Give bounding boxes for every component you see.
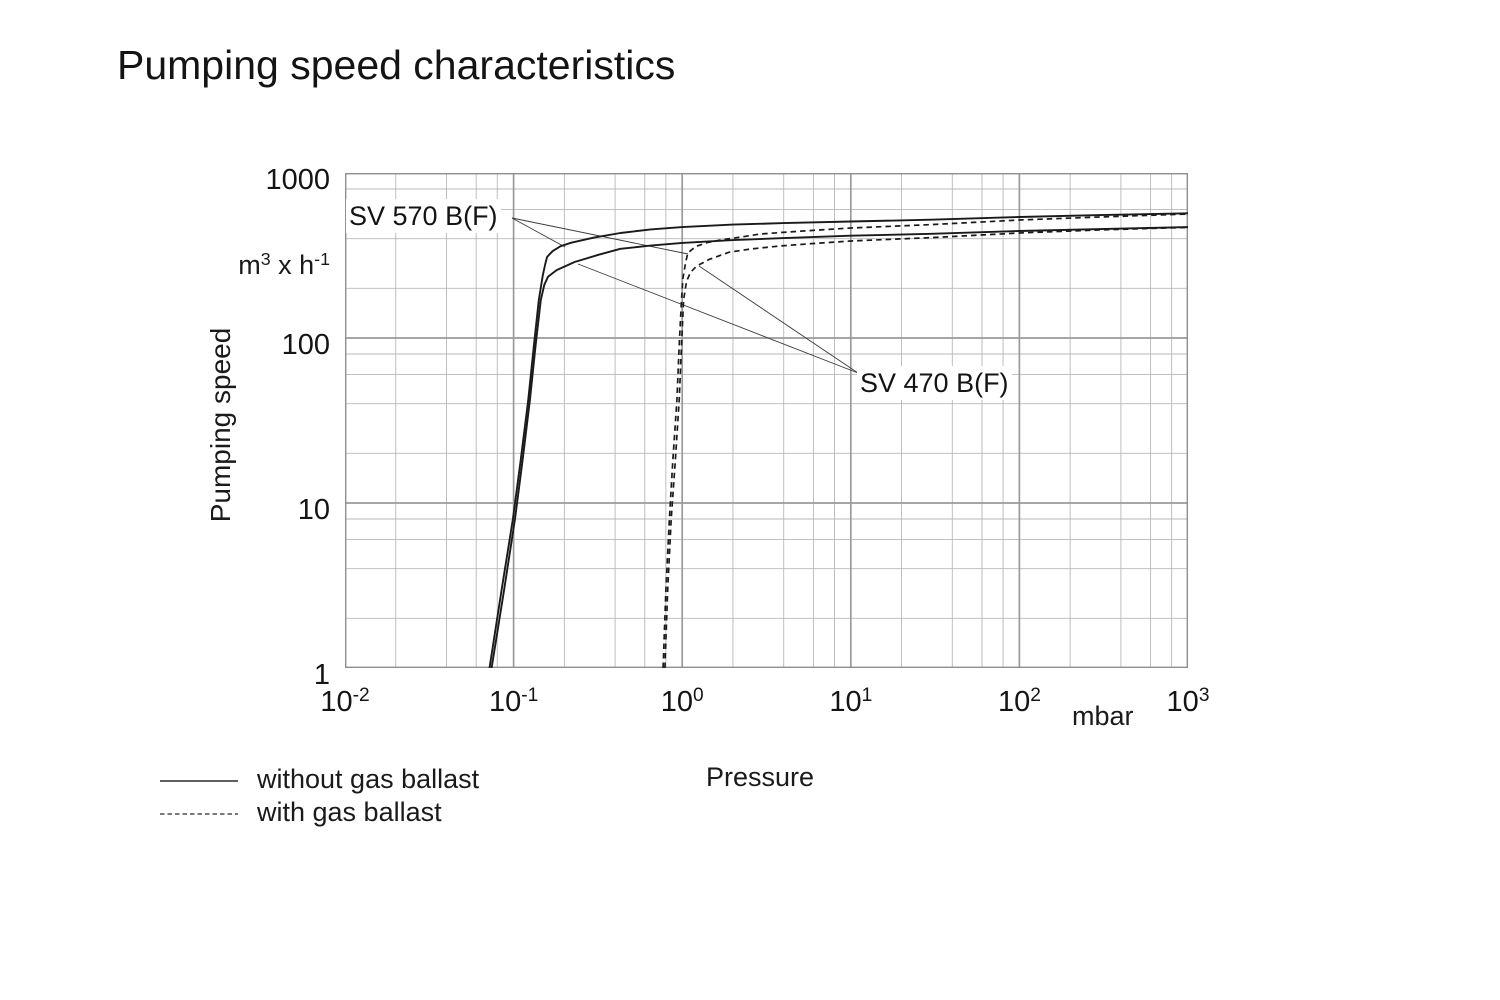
curve-sv-570-b-f--with-gas-ballast [662,213,1188,668]
leader-line-sv570 [511,217,566,248]
y-tick-1: 1 [313,659,330,691]
leader-line-sv470 [698,265,859,374]
y-tick-100: 100 [281,329,330,361]
legend: without gas ballast with gas ballast [160,763,479,829]
x-tick-10e0: 100 [660,685,704,718]
x-tick-10e3: 103 [1166,685,1210,718]
y-tick-10: 10 [297,494,330,526]
x-tick-10e1: 101 [829,685,873,718]
curve-sv-470-b-f--without-gas-ballast [490,226,1188,668]
legend-solid-line-sample [160,771,238,789]
x-tick-10e-1: 10-1 [488,685,539,718]
y-tick-1000: 1000 [265,164,330,196]
curve-sv-570-b-f--without-gas-ballast [488,212,1188,668]
chart-title: Pumping speed characteristics [117,42,676,88]
chart-plot [345,173,1188,668]
leader-line-sv470 [577,263,859,374]
legend-label: without gas ballast [257,764,480,794]
legend-label: with gas ballast [257,797,442,827]
x-axis-unit: mbar [1072,701,1134,731]
legend-item-with-gas-ballast: with gas ballast [160,796,479,829]
curve-sv-470-b-f--with-gas-ballast [664,226,1188,668]
x-tick-10e-2: 10-2 [320,685,370,718]
legend-item-without-gas-ballast: without gas ballast [160,763,479,796]
plot-border [345,173,1188,668]
x-axis-label: Pressure [706,762,815,792]
chart-area: SV 570 B(F) SV 470 B(F) [345,173,1188,668]
curve-label-sv470: SV 470 B(F) [857,366,1012,401]
curve-label-sv570: SV 570 B(F) [346,199,501,234]
y-axis-unit: m3 x h-1 [238,249,330,280]
x-tick-10e2: 102 [997,685,1041,718]
legend-dashed-line-sample [160,804,238,822]
